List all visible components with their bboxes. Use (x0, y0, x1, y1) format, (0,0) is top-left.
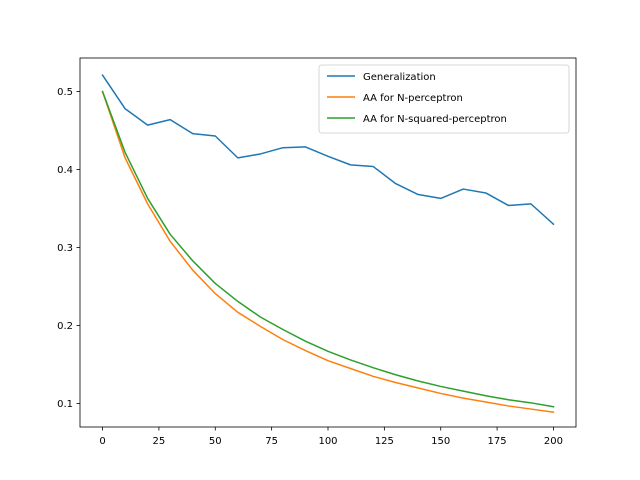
legend: Generalization AA for N-perceptron AA for … (318, 64, 570, 134)
series-layer (101, 74, 555, 414)
axes-layer: 0 25 50 75 100 125 150 175 200 0.1 0.2 0.3 0.4 0.5 (57, 57, 577, 447)
series-line-2 (101, 90, 555, 414)
y-tick-label: 0.2 (57, 321, 73, 332)
legend-label-2: AA for N-perceptron (363, 93, 463, 104)
legend-box (318, 64, 570, 134)
y-tick-label: 0.5 (57, 87, 73, 98)
legend-label-1: Generalization (363, 72, 436, 83)
series-line-3 (101, 90, 555, 408)
x-tick-label: 175 (488, 436, 507, 447)
x-tick-label: 100 (318, 436, 337, 447)
x-tick-label: 125 (375, 436, 394, 447)
x-tick-label: 0 (99, 436, 105, 447)
y-tick-label: 0.1 (57, 399, 73, 410)
x-tick-label: 50 (209, 436, 222, 447)
x-tick-label: 75 (265, 436, 278, 447)
series-line-1 (101, 74, 555, 226)
x-tick-label: 25 (153, 436, 166, 447)
x-tick-label: 150 (431, 436, 450, 447)
x-tick-label: 200 (544, 436, 563, 447)
y-tick-label: 0.4 (57, 165, 73, 176)
y-tick-label: 0.3 (57, 243, 73, 254)
legend-label-3: AA for N-squared-perceptron (363, 114, 507, 125)
